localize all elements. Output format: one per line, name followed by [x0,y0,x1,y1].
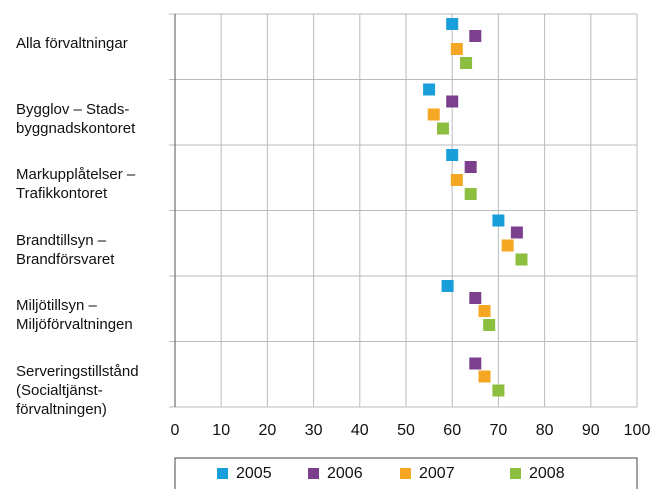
marker [501,239,514,252]
legend-swatch [400,468,411,479]
x-tick-label: 0 [171,422,180,439]
x-tick-label: 20 [259,422,277,439]
marker [464,188,477,200]
category-label: Alla förvaltningar [16,35,128,52]
x-tick-label: 30 [305,422,323,439]
legend-box [174,457,638,489]
marker [460,57,473,69]
x-tick-label: 60 [443,422,461,439]
marker [492,384,505,397]
x-tick-label: 100 [624,422,651,439]
marker [478,370,491,383]
x-tick-label: 80 [536,422,554,439]
marker [441,280,454,292]
marker [446,95,459,108]
marker [469,292,482,304]
legend-label: 2007 [419,465,455,482]
marker [446,149,459,161]
marker [515,253,528,266]
marker [436,122,449,135]
marker [464,161,477,173]
marker [483,319,496,331]
marker [469,357,482,370]
marker [478,305,491,317]
legend-label: 2005 [236,465,272,482]
legend-label: 2006 [327,465,363,482]
x-tick-label: 70 [490,422,508,439]
x-tick-label: 90 [582,422,600,439]
legend-swatch [217,468,228,479]
marker [427,108,440,121]
marker [510,226,523,239]
marker [469,30,482,42]
marker [446,18,459,30]
legend-swatch [308,468,319,479]
x-tick-label: 10 [212,422,230,439]
marker [492,214,505,227]
legend-swatch [510,468,521,479]
category-label: Brandtillsyn – Brandförsvaret [16,231,115,268]
category-label: Serveringstillstånd (Socialtjänst- förva… [16,362,139,418]
category-label: Bygglov – Stads- byggnadskontoret [16,100,136,137]
category-label: Markupplåtelser – Trafikkontoret [16,166,136,202]
x-tick-label: 50 [397,422,415,439]
legend-label: 2008 [529,465,565,482]
marker [450,174,463,186]
x-tick-label: 40 [351,422,369,439]
marker [423,83,436,96]
marker [450,43,463,55]
category-label: Miljötillsyn – Miljöförvaltningen [16,297,133,333]
